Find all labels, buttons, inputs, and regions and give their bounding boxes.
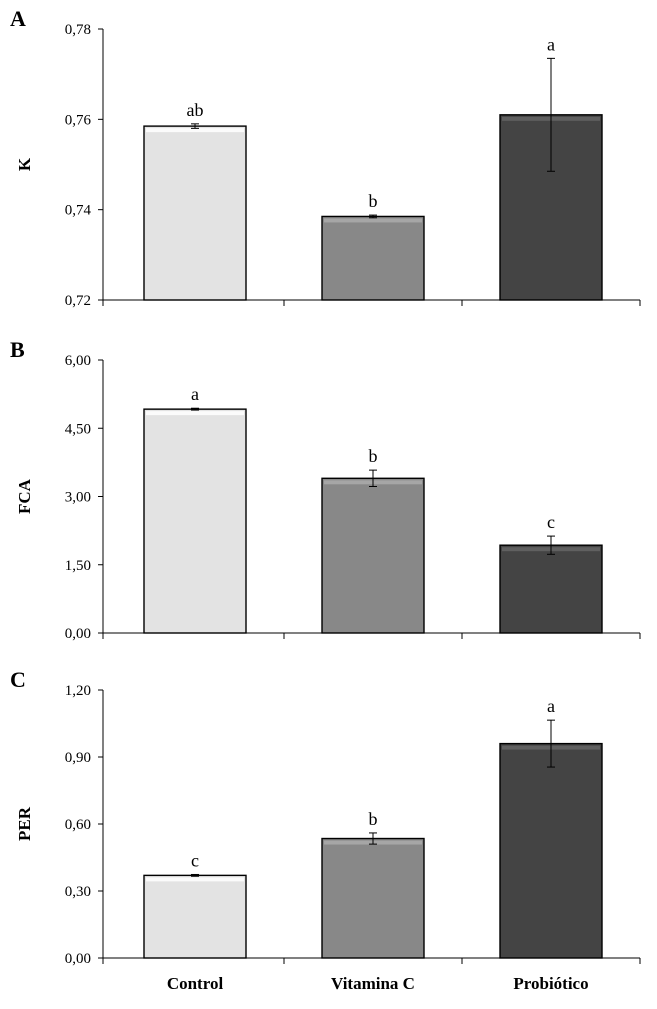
bar-0	[143, 408, 247, 634]
y-tick-label: 0,30	[65, 884, 91, 900]
bar-0	[143, 125, 247, 301]
significance-letter: b	[369, 809, 378, 829]
bar-1	[321, 837, 425, 959]
bar-0	[143, 874, 247, 959]
y-tick-label: 0,60	[65, 817, 91, 833]
bar-2	[499, 544, 603, 634]
x-category-label: Vitamina C	[331, 974, 415, 993]
significance-letter: c	[191, 850, 199, 870]
bar-highlight	[324, 218, 422, 223]
panel-letter: C	[10, 667, 26, 692]
significance-letter: ab	[187, 100, 204, 120]
y-tick-label: 4,50	[65, 421, 91, 437]
bar-1	[321, 477, 425, 634]
y-tick-label: 6,00	[65, 353, 91, 369]
y-tick-label: 0,00	[65, 626, 91, 642]
y-axis-label: K	[15, 157, 34, 171]
significance-letter: a	[191, 384, 199, 404]
y-axis-label: FCA	[15, 478, 34, 514]
bar-2	[499, 742, 603, 959]
y-tick-label: 0,76	[65, 112, 92, 128]
x-category-label: Control	[167, 974, 224, 993]
y-tick-label: 0,00	[65, 951, 91, 967]
significance-letter: b	[369, 191, 378, 211]
y-tick-label: 0,90	[65, 750, 91, 766]
significance-letter: a	[547, 34, 555, 54]
y-tick-label: 1,50	[65, 558, 91, 574]
bar-highlight	[146, 877, 244, 882]
y-tick-label: 0,72	[65, 293, 91, 309]
y-axis-label: PER	[15, 806, 34, 841]
bar-highlight	[146, 411, 244, 416]
y-tick-label: 0,78	[65, 22, 91, 38]
panel-letter: A	[10, 6, 26, 31]
significance-letter: b	[369, 446, 378, 466]
y-tick-label: 3,00	[65, 490, 91, 506]
bar-highlight	[146, 128, 244, 133]
significance-letter: a	[547, 696, 555, 716]
y-tick-label: 1,20	[65, 683, 91, 699]
significance-letter: c	[547, 512, 555, 532]
y-tick-label: 0,74	[65, 203, 92, 219]
x-category-label: Probiótico	[513, 974, 588, 993]
bar-1	[321, 215, 425, 301]
panel-letter: B	[10, 337, 25, 362]
